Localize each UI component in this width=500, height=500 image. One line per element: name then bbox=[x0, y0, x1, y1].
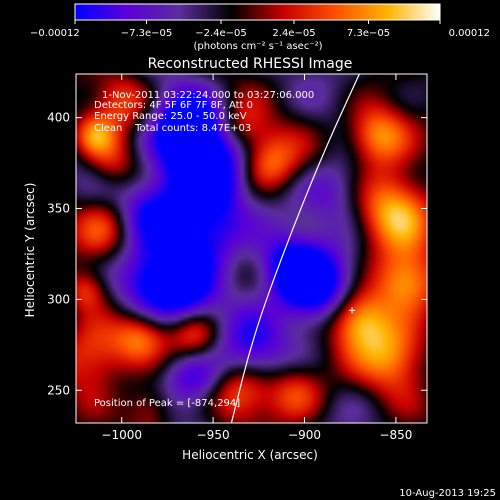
x-tick-label: −850 bbox=[379, 428, 412, 442]
y-tick-label: 400 bbox=[47, 111, 70, 125]
colorbar-tick-label: −2.4e−05 bbox=[195, 28, 247, 39]
y-tick-label: 250 bbox=[47, 383, 70, 397]
peak-marker bbox=[349, 307, 356, 314]
x-tick-label: −950 bbox=[197, 428, 230, 442]
axis-ticks: −1000 −950 −900 −850 250 300 350 400 bbox=[47, 74, 427, 442]
colorbar-tick-label: 0.00012 bbox=[449, 28, 490, 39]
peak-position-label: Position of Peak = [-874,294] bbox=[94, 398, 240, 409]
colorbar-tick-label: −7.3e−05 bbox=[121, 28, 173, 39]
y-tick-label: 350 bbox=[47, 202, 70, 216]
plot-area: −1000 −950 −900 −850 250 300 350 400 1-Nov-2011… bbox=[47, 73, 428, 442]
colorbar: −0.00012 −7.3e−05 −2.4e−05 2.4e−05 7.3e−05 0.… bbox=[30, 3, 490, 52]
annotation-time: 1-Nov-2011 03:22:24.000 to 03:27:06.000 bbox=[102, 90, 314, 101]
annotation-block: 1-Nov-2011 03:22:24.000 to 03:27:06.000 … bbox=[94, 90, 314, 134]
solar-limb-curve bbox=[230, 74, 360, 423]
chart-title: Reconstructed RHESSI Image bbox=[148, 56, 353, 72]
heatmap-image bbox=[76, 74, 427, 423]
colorbar-frame bbox=[74, 3, 441, 21]
colorbar-tick-label: 2.4e−05 bbox=[272, 28, 315, 39]
colorbar-unit-label: (photons cm⁻² s⁻¹ asec⁻²) bbox=[193, 41, 322, 52]
colorbar-gradient bbox=[75, 4, 440, 20]
plot-frame bbox=[75, 73, 428, 424]
y-tick-label: 300 bbox=[47, 292, 70, 306]
colorbar-tick-label: −0.00012 bbox=[30, 28, 80, 39]
annotation-detectors: Detectors: 4F 5F 6F 7F 8F, Att 0 bbox=[94, 100, 253, 111]
x-axis-label: Heliocentric X (arcsec) bbox=[182, 448, 318, 462]
footer-timestamp: 10-Aug-2013 19:25 bbox=[399, 488, 496, 499]
colorbar-tick-label: 7.3e−05 bbox=[347, 28, 390, 39]
annotation-energy: Energy Range: 25.0 - 50.0 keV bbox=[94, 111, 247, 122]
x-tick-label: −900 bbox=[288, 428, 321, 442]
annotation-counts: Clean Total counts: 8.47E+03 bbox=[94, 123, 251, 134]
x-tick-label: −1000 bbox=[101, 428, 142, 442]
colorbar-ticks: −0.00012 −7.3e−05 −2.4e−05 2.4e−05 7.3e−05 0.… bbox=[30, 20, 490, 39]
y-axis-label: Heliocentric Y (arcsec) bbox=[23, 183, 37, 318]
